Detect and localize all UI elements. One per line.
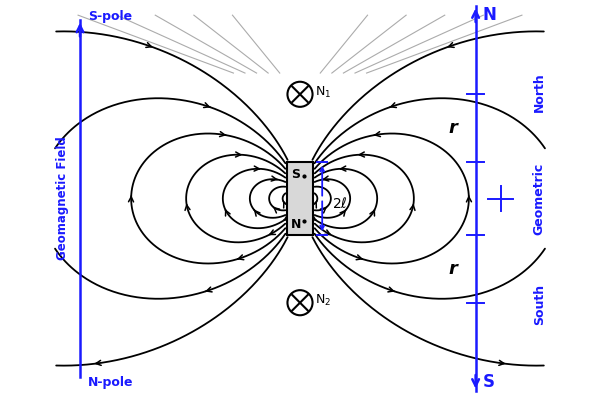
Text: r: r: [448, 260, 457, 278]
Text: S: S: [482, 374, 494, 391]
Text: $2\ell$: $2\ell$: [332, 196, 347, 211]
Text: N-pole: N-pole: [88, 376, 133, 389]
Text: Geomagnetic Field: Geomagnetic Field: [56, 137, 69, 260]
Text: South: South: [533, 284, 546, 325]
Text: N$_2$: N$_2$: [316, 293, 332, 308]
Text: N: N: [482, 6, 496, 23]
Bar: [287, 162, 313, 235]
Text: S-pole: S-pole: [88, 10, 132, 23]
Text: N$_1$: N$_1$: [316, 85, 332, 100]
Text: r: r: [448, 119, 457, 137]
Text: S: S: [292, 168, 301, 181]
Text: N: N: [292, 218, 302, 231]
Text: Geometric: Geometric: [533, 162, 546, 235]
Text: North: North: [533, 73, 546, 112]
